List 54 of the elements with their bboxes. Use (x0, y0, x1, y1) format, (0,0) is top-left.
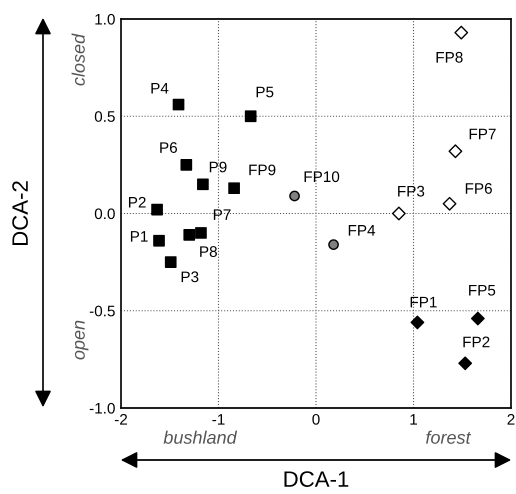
annotation: FP3 (398, 186, 424, 197)
annotation: FP10 (304, 171, 340, 182)
y-tick-label: -1.0 (90, 402, 115, 414)
annotation: P6 (160, 142, 177, 153)
annotation: FP9 (249, 164, 276, 176)
x-tick-label: 2 (508, 414, 514, 425)
point (448, 144, 462, 158)
y-tick-label: -0.5 (90, 306, 115, 316)
annotation: P3 (182, 271, 198, 282)
text: closed (72, 33, 85, 86)
annotation: FP2 (463, 336, 490, 348)
point (172, 98, 184, 110)
text: open (74, 320, 88, 360)
text: forest (426, 430, 472, 444)
point (328, 239, 339, 250)
point (197, 178, 209, 190)
x-tick-label: 1 (410, 414, 418, 425)
point (454, 26, 468, 40)
point (442, 196, 456, 211)
x-tick-label: 0 (312, 414, 320, 425)
annotation: FP6 (466, 183, 492, 194)
y-tick-label: 0.0 (94, 208, 115, 220)
x-axis-title: DCA-1 (284, 471, 348, 487)
point (392, 206, 406, 220)
point (164, 256, 177, 268)
point (153, 234, 165, 247)
point (470, 312, 485, 326)
annotation: FP1 (410, 296, 437, 308)
point (228, 182, 240, 194)
annotation: FP4 (348, 225, 376, 236)
point (151, 204, 163, 216)
point (244, 110, 257, 122)
x-tick-label: -2 (114, 414, 128, 425)
annotation: P1 (130, 231, 148, 242)
y-tick-label: 0.5 (94, 111, 115, 122)
y-tick-label: 1.0 (95, 14, 115, 25)
point (180, 159, 192, 171)
x-tick-label: -1 (212, 414, 225, 425)
annotation: FP8 (436, 52, 463, 63)
point (195, 227, 207, 239)
annotation: P2 (128, 196, 146, 208)
point (410, 316, 424, 330)
text: bushland (164, 430, 238, 444)
annotation: FP5 (469, 284, 496, 296)
annotation: FP7 (470, 128, 496, 140)
point (289, 190, 300, 202)
annotation: P4 (151, 83, 168, 94)
point (183, 229, 196, 241)
annotation: P5 (256, 86, 274, 98)
annotation: P9 (210, 162, 227, 172)
annotation: P8 (200, 246, 217, 257)
y-axis-title: DCA-2 (12, 181, 28, 246)
point (458, 356, 472, 370)
annotation: P7 (214, 209, 231, 220)
